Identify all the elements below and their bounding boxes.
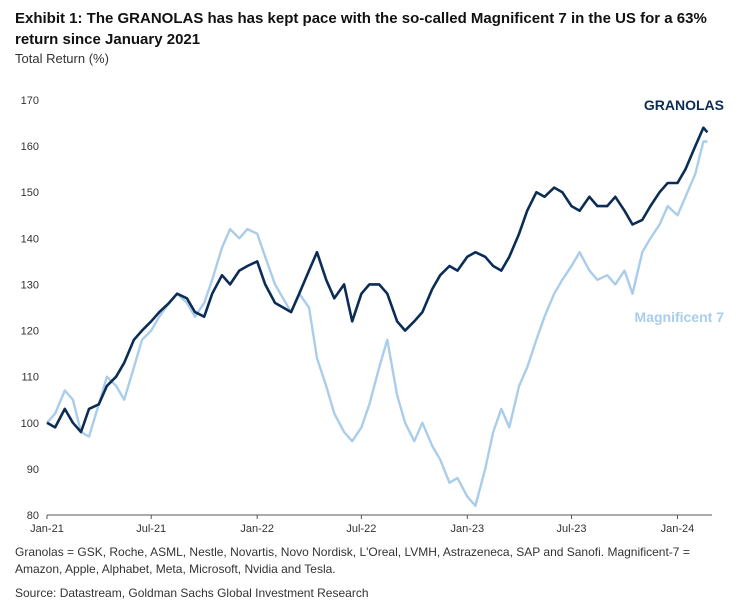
series-labels: GRANOLAS Magnificent 7 <box>635 97 725 325</box>
series-layer <box>46 126 709 507</box>
y-tick-label: 130 <box>21 279 39 291</box>
x-tick-label: Jan-24 <box>661 523 695 535</box>
y-tick-label: 100 <box>21 418 39 430</box>
line-chart: 80 90 100 110 120 130 140 150 160 170 Jan-21 Jul-21… <box>21 95 725 535</box>
y-tick-label: 110 <box>21 372 39 384</box>
x-tick-label: Jan-21 <box>30 523 64 535</box>
y-tick-label: 120 <box>21 326 39 338</box>
x-tick-label: Jul-23 <box>557 523 587 535</box>
series-line-granolas <box>46 126 709 434</box>
x-tick-label: Jan-22 <box>240 523 274 535</box>
series-label-granolas: GRANOLAS <box>644 97 724 113</box>
x-tick-label: Jan-23 <box>450 523 484 535</box>
y-axis-label: Total Return (%) <box>15 51 109 66</box>
chart-title: Exhibit 1: The GRANOLAS has has kept pac… <box>15 10 707 48</box>
y-tick-label: 90 <box>27 464 39 476</box>
series-label-magnificent-7: Magnificent 7 <box>635 309 725 325</box>
x-tick-label: Jul-21 <box>136 523 166 535</box>
y-tick-label: 80 <box>27 510 39 522</box>
y-tick-label: 150 <box>21 187 39 199</box>
footnote: Granolas = GSK, Roche, ASML, Nestle, Nov… <box>15 545 690 576</box>
y-tick-label: 160 <box>21 141 39 153</box>
y-tick-label: 170 <box>21 95 39 107</box>
y-tick-label: 140 <box>21 233 39 245</box>
x-tick-label: Jul-22 <box>346 523 376 535</box>
series-line-magnificent-7 <box>46 140 708 507</box>
source-note: Source: Datastream, Goldman Sachs Global… <box>15 586 369 600</box>
axes: 80 90 100 110 120 130 140 150 160 170 Jan-21 Jul-21… <box>21 95 712 535</box>
